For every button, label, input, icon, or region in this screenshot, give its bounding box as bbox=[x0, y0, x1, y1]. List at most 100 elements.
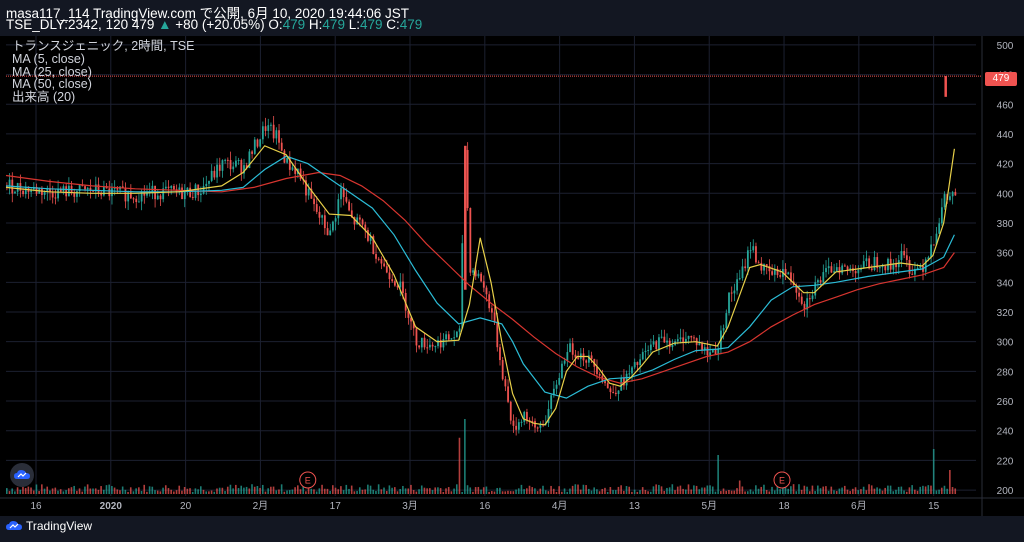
candle-body bbox=[800, 296, 803, 304]
volume-bar bbox=[488, 491, 490, 494]
publish-info: masa117_114 TradingView.com で公開, 6月 10, … bbox=[6, 6, 409, 21]
candle-body bbox=[256, 139, 259, 147]
volume-bar bbox=[773, 490, 776, 494]
candle-body bbox=[450, 338, 453, 340]
volume-bar bbox=[232, 488, 234, 494]
candle-body bbox=[100, 192, 103, 196]
volume-bar bbox=[943, 485, 946, 494]
volume-bar bbox=[501, 491, 504, 494]
volume-bar bbox=[539, 488, 542, 494]
volume-bar bbox=[817, 485, 819, 494]
candle-body bbox=[671, 345, 674, 348]
volume-bar bbox=[757, 488, 760, 494]
candle-body bbox=[536, 427, 539, 429]
tradingview-logo-button[interactable] bbox=[10, 463, 34, 487]
candle-body bbox=[186, 187, 189, 192]
volume-bar bbox=[887, 485, 889, 494]
candle-body bbox=[771, 271, 774, 275]
volume-bar bbox=[372, 489, 375, 494]
legend-ma50[interactable]: MA (50, close) bbox=[12, 77, 92, 92]
candle-body bbox=[156, 195, 159, 200]
volume-bar bbox=[32, 490, 35, 494]
volume-bar bbox=[191, 491, 194, 494]
volume-bar bbox=[237, 488, 240, 494]
volume-bar bbox=[113, 487, 116, 494]
volume-bar bbox=[138, 487, 140, 494]
candle-body bbox=[342, 188, 345, 198]
candle-body bbox=[892, 263, 895, 270]
volume-bar bbox=[30, 487, 32, 494]
legend-ma5[interactable]: MA (5, close) bbox=[12, 51, 85, 66]
brand[interactable]: TradingView bbox=[6, 519, 92, 533]
candle-body bbox=[798, 292, 800, 297]
volume-bar bbox=[399, 488, 401, 494]
candle-body bbox=[65, 186, 68, 197]
candle-body bbox=[315, 204, 318, 212]
candle-body bbox=[267, 125, 270, 131]
candle-body bbox=[693, 337, 695, 339]
candle-body bbox=[445, 334, 447, 340]
candle-body bbox=[903, 251, 906, 256]
candle-body bbox=[927, 257, 930, 260]
volume-bar bbox=[22, 486, 24, 494]
candle-body bbox=[208, 180, 210, 184]
volume-bar bbox=[765, 490, 768, 494]
volume-bar bbox=[235, 484, 237, 494]
volume-bar bbox=[6, 488, 8, 494]
candle-body bbox=[924, 259, 927, 272]
candle-body bbox=[391, 279, 394, 282]
x-tick-label: 15 bbox=[928, 501, 940, 512]
volume-bar bbox=[598, 491, 601, 494]
volume-bar bbox=[730, 490, 733, 494]
candle-body bbox=[822, 272, 825, 283]
candle-body bbox=[270, 124, 272, 126]
ma50-line bbox=[5, 171, 955, 384]
volume-bar bbox=[879, 488, 881, 494]
candle-body bbox=[394, 281, 396, 286]
candle-body bbox=[676, 339, 679, 342]
candle-body bbox=[639, 359, 641, 365]
volume-bar bbox=[356, 490, 358, 494]
candle-body bbox=[552, 388, 555, 396]
volume-bar bbox=[932, 449, 935, 494]
volume-bar bbox=[453, 488, 455, 494]
earnings-marker-label: E bbox=[779, 476, 785, 486]
candle-body bbox=[730, 292, 733, 294]
candle-body bbox=[954, 191, 957, 196]
volume-bar bbox=[571, 485, 574, 494]
volume-bar bbox=[369, 485, 372, 494]
candle-body bbox=[442, 339, 445, 348]
volume-bar bbox=[903, 490, 905, 494]
candle-body bbox=[765, 264, 768, 267]
candle-body bbox=[294, 167, 297, 174]
candle-body bbox=[380, 259, 383, 264]
volume-bar bbox=[690, 489, 692, 494]
candle-body bbox=[555, 384, 558, 389]
volume-bar bbox=[685, 489, 687, 494]
candle-body bbox=[596, 366, 598, 374]
volume-bar bbox=[938, 489, 940, 494]
price-chart[interactable]: 5004804604404204003803603403203002802602… bbox=[0, 36, 1024, 516]
candle-body bbox=[434, 346, 437, 348]
candle-body bbox=[480, 273, 483, 282]
volume-bar bbox=[181, 490, 183, 494]
volume-bar bbox=[105, 485, 108, 494]
candle-body bbox=[725, 313, 728, 329]
y-tick-label: 280 bbox=[997, 367, 1014, 378]
candle-body bbox=[703, 347, 706, 350]
volume-bar bbox=[135, 488, 137, 494]
candle-body bbox=[808, 298, 811, 300]
volume-bar bbox=[752, 491, 754, 494]
volume-bar bbox=[466, 485, 469, 494]
ohlc-high-value: 479 bbox=[322, 17, 345, 32]
volume-bar bbox=[706, 485, 709, 494]
legend-ma25[interactable]: MA (25, close) bbox=[12, 64, 92, 79]
candle-body bbox=[310, 188, 313, 199]
legend-volume[interactable]: 出来高 (20) bbox=[12, 90, 76, 105]
candle-body bbox=[49, 188, 51, 193]
last-price-tag: 479 bbox=[985, 72, 1017, 86]
candle-body bbox=[407, 310, 410, 318]
volume-bar bbox=[286, 490, 288, 494]
candle-body bbox=[714, 349, 717, 355]
candle-body bbox=[787, 272, 790, 275]
